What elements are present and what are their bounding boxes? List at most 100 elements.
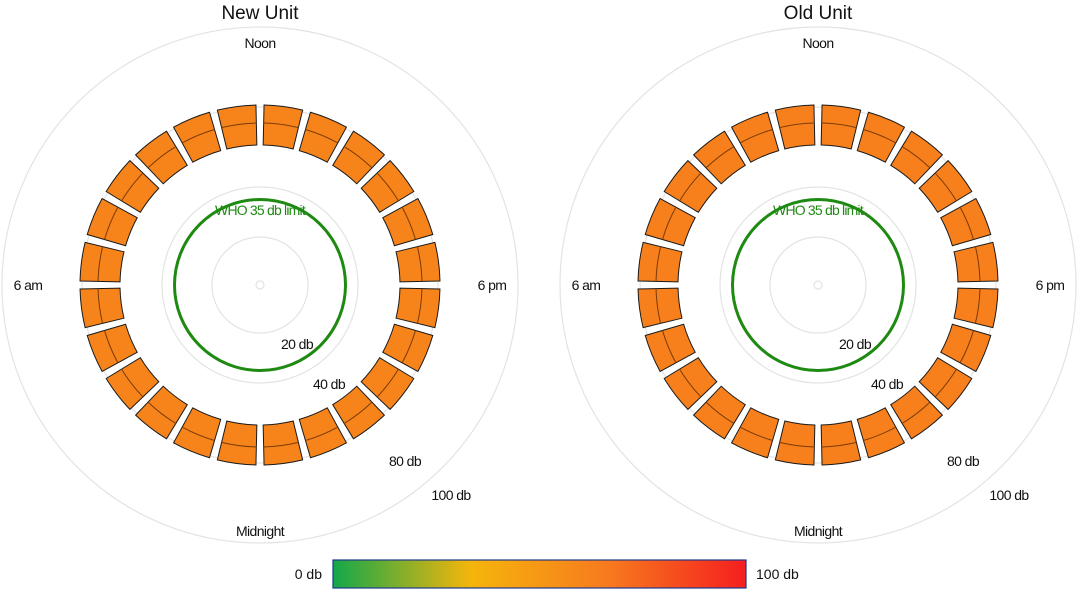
hour-bar-value-line-5 [416, 288, 423, 324]
hour-bar-14 [692, 130, 746, 185]
hour-bar-value-line-0 [263, 441, 299, 448]
hour-bar-15 [105, 159, 160, 213]
hour-bar-value-line-7 [401, 206, 416, 240]
hour-bar-23 [774, 420, 816, 466]
hour-bar-value-line-20 [679, 368, 702, 398]
hour-bar-value-line-8 [934, 172, 957, 202]
hour-bar-7 [382, 197, 434, 247]
hour-bar-22 [172, 407, 222, 459]
hour-label-midnight: Midnight [794, 523, 843, 539]
chart-title: New Unit [221, 3, 299, 24]
hour-bar-value-line-10 [863, 129, 897, 144]
grid-rings [559, 26, 1077, 544]
hour-bar-value-line-14 [147, 146, 177, 169]
hour-bar-value-line-1 [305, 426, 339, 441]
hour-bar-16 [86, 197, 138, 247]
ring-label-40db: 40 db [871, 376, 904, 392]
hour-bar-value-line-22 [181, 426, 215, 441]
grid-ring-20db [769, 236, 867, 334]
hour-bar-15 [663, 159, 718, 213]
hour-label-6am: 6 am [572, 277, 601, 293]
colorbar-legend: 0 db 100 db [295, 559, 799, 589]
chart-title: Old Unit [784, 3, 853, 24]
hour-bar-13 [172, 111, 222, 163]
hour-label-midnight: Midnight [236, 523, 285, 539]
hour-bar-value-line-21 [147, 401, 177, 424]
hour-bar-3 [360, 357, 415, 411]
hour-label-noon: Noon [802, 35, 833, 51]
hour-bar-value-line-22 [739, 426, 773, 441]
hour-bar-value-line-8 [376, 172, 399, 202]
hour-bar-14 [134, 130, 188, 185]
hour-bar-1 [298, 407, 348, 459]
center-dot [255, 280, 265, 290]
hour-bar-22 [730, 407, 780, 459]
who-limit-circle [173, 198, 347, 372]
hour-bar-value-line-0 [821, 441, 857, 448]
hour-bar-value-line-23 [779, 441, 815, 448]
hour-bar-7 [940, 197, 992, 247]
hour-bar-19 [86, 323, 138, 373]
center-dot [813, 280, 823, 290]
hour-bar-3 [918, 357, 973, 411]
hour-label-6pm: 6 pm [1036, 277, 1065, 293]
ring-label-100db: 100 db [989, 487, 1029, 503]
hour-bar-21 [692, 385, 746, 440]
hour-bar-value-line-4 [401, 330, 416, 364]
hour-bar-18 [637, 287, 683, 329]
grid-ring-20db [211, 236, 309, 334]
hour-bar-20 [105, 357, 160, 411]
hour-bar-17 [79, 241, 125, 283]
hour-bar-0 [262, 420, 304, 466]
hour-bar-13 [730, 111, 780, 163]
ring-label-40db: 40 db [313, 376, 346, 392]
hour-bar-12 [774, 104, 816, 150]
hour-bar-12 [216, 104, 258, 150]
hour-bar-2 [890, 385, 944, 440]
hour-bar-value-line-12 [779, 122, 815, 129]
hour-bar-1 [856, 407, 906, 459]
hourly-noise-bars [637, 104, 999, 466]
hour-bar-value-line-3 [934, 368, 957, 398]
hour-bar-8 [360, 159, 415, 213]
grid-ring-100db [1, 26, 519, 544]
hour-bar-17 [637, 241, 683, 283]
ring-label-80db: 80 db [389, 453, 422, 469]
grid-ring-80db [639, 106, 997, 464]
hour-label-noon: Noon [244, 35, 275, 51]
hour-bar-value-line-23 [221, 441, 257, 448]
hour-bar-value-line-18 [97, 288, 104, 324]
hour-bar-value-line-13 [181, 129, 215, 144]
hour-bar-value-line-3 [376, 368, 399, 398]
grid-ring-40db [161, 186, 359, 384]
hour-bar-9 [332, 130, 386, 185]
hour-bar-18 [79, 287, 125, 329]
who-limit-circle [731, 198, 905, 372]
hour-bar-value-line-9 [343, 146, 373, 169]
colorbar-gradient [332, 559, 747, 589]
hour-bar-value-line-18 [655, 288, 662, 324]
colorbar-min-label: 0 db [295, 566, 322, 582]
hour-label-6pm: 6 pm [478, 277, 507, 293]
hour-bar-value-line-9 [901, 146, 931, 169]
hour-bar-20 [663, 357, 718, 411]
hour-bar-value-line-15 [121, 172, 144, 202]
hour-label-6am: 6 am [14, 277, 43, 293]
hour-bar-value-line-4 [959, 330, 974, 364]
hour-bar-8 [918, 159, 973, 213]
ring-label-20db: 20 db [281, 336, 314, 352]
hour-bar-value-line-19 [104, 330, 119, 364]
old-unit-panel: Old Unit Noon 6 am 6 pm Midnight 20 db 4… [559, 3, 1077, 544]
hour-bar-value-line-16 [662, 206, 677, 240]
grid-ring-100db [559, 26, 1077, 544]
hour-bar-value-line-13 [739, 129, 773, 144]
hour-bar-21 [134, 385, 188, 440]
hour-bar-value-line-6 [974, 246, 981, 282]
hour-bar-19 [644, 323, 696, 373]
hour-bar-10 [856, 111, 906, 163]
hour-bar-6 [395, 241, 441, 283]
hour-bar-value-line-14 [705, 146, 735, 169]
hour-bar-value-line-17 [97, 246, 104, 282]
hour-bar-23 [216, 420, 258, 466]
who-limit-label: WHO 35 db limit [773, 202, 864, 218]
